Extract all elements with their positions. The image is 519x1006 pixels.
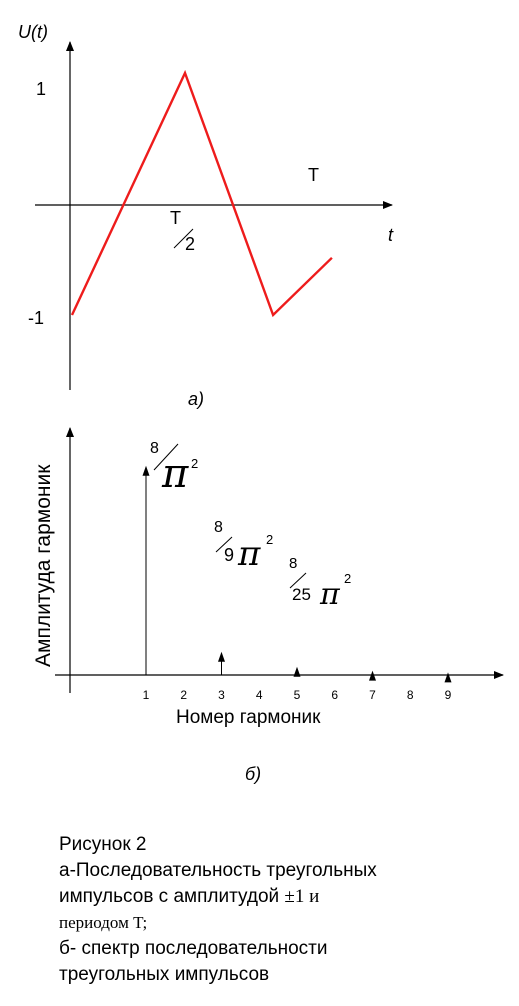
harmonic-1-arrowhead xyxy=(142,465,150,476)
harmonic-9-arrowhead xyxy=(444,672,452,683)
annotation-exponent: 2 xyxy=(266,532,273,547)
x-tick-label-9: 9 xyxy=(445,688,452,702)
annotation-slash xyxy=(289,572,307,589)
caption-amplitude-text: импульсов с амплитудой xyxy=(59,886,285,907)
harmonic-5-arrowhead xyxy=(293,666,301,677)
caption-line-a-cont: импульсов с амплитудой ±1 и xyxy=(59,884,509,910)
half-period-numerator: T xyxy=(170,208,181,228)
x-tick-label-3: 3 xyxy=(218,688,225,702)
top-x-axis-label: t xyxy=(388,225,394,245)
harmonic-3-arrowhead xyxy=(218,651,225,662)
x-tick-label-1: 1 xyxy=(143,688,150,702)
caption-period: периодом T; xyxy=(59,913,148,932)
annotation-pi-symbol: π xyxy=(237,534,261,574)
triangle-wave-chart: U(t) t 1 -1 T T 2 а) xyxy=(18,22,394,409)
annotation-numerator: 8 xyxy=(214,519,223,536)
annotation-exponent: 2 xyxy=(344,571,351,586)
caption-line-b: б- спектр последовательности xyxy=(59,938,328,959)
bottom-y-axis-label: Амплитуда гармоник xyxy=(32,464,55,667)
figure-caption: Рисунок 2 а-Последовательность треугольн… xyxy=(59,832,509,988)
annotation-numerator: 8 xyxy=(289,555,297,572)
y-tick-one: 1 xyxy=(36,79,46,99)
caption-line-a: а-Последовательность треугольных xyxy=(59,860,377,881)
amplitude-annotation-h5: 8 25 π 2 xyxy=(289,555,351,612)
annotation-coefficient: 25 xyxy=(292,585,311,604)
annotation-slash xyxy=(153,443,179,471)
panel-a-label: а) xyxy=(188,389,204,409)
bottom-x-axis-label: Номер гармоник xyxy=(176,707,321,728)
triangle-wave-line xyxy=(70,69,333,318)
spectrum-chart: Амплитуда гармоник Номер гармоник 1 2 3 4 5 6… xyxy=(32,427,504,784)
x-tick-label-4: 4 xyxy=(256,688,263,702)
x-tick-label-8: 8 xyxy=(407,688,414,702)
annotation-exponent: 2 xyxy=(191,456,198,471)
annotation-coefficient: 9 xyxy=(224,545,234,565)
half-period-denominator: 2 xyxy=(185,234,195,254)
harmonic-7-arrowhead xyxy=(369,670,376,681)
caption-amplitude-value: ±1 и xyxy=(284,886,320,907)
amplitude-annotation-h3: 89 π 2 xyxy=(214,519,273,574)
x-tick-label-6: 6 xyxy=(331,688,338,702)
amplitude-annotation-h1: 8π 2 xyxy=(150,440,198,497)
caption-line-b-cont: треугольных импульсов xyxy=(59,964,270,985)
y-tick-minus-one: -1 xyxy=(28,308,44,328)
half-period-slash xyxy=(173,228,194,249)
x-tick-label-2: 2 xyxy=(180,688,187,702)
annotation-slash xyxy=(215,536,233,553)
x-tick-label-7: 7 xyxy=(369,688,376,702)
annotation-pi-symbol: π xyxy=(319,577,341,612)
half-period-label: T 2 xyxy=(170,208,195,254)
x-tick-label-5: 5 xyxy=(294,688,301,702)
period-label: T xyxy=(308,165,319,185)
annotation-pi-symbol: π xyxy=(161,451,189,497)
panel-b-label: б) xyxy=(245,764,261,784)
caption-title: Рисунок 2 xyxy=(59,834,147,855)
annotation-numerator: 8 xyxy=(150,440,159,457)
top-y-axis-label: U(t) xyxy=(18,22,48,42)
